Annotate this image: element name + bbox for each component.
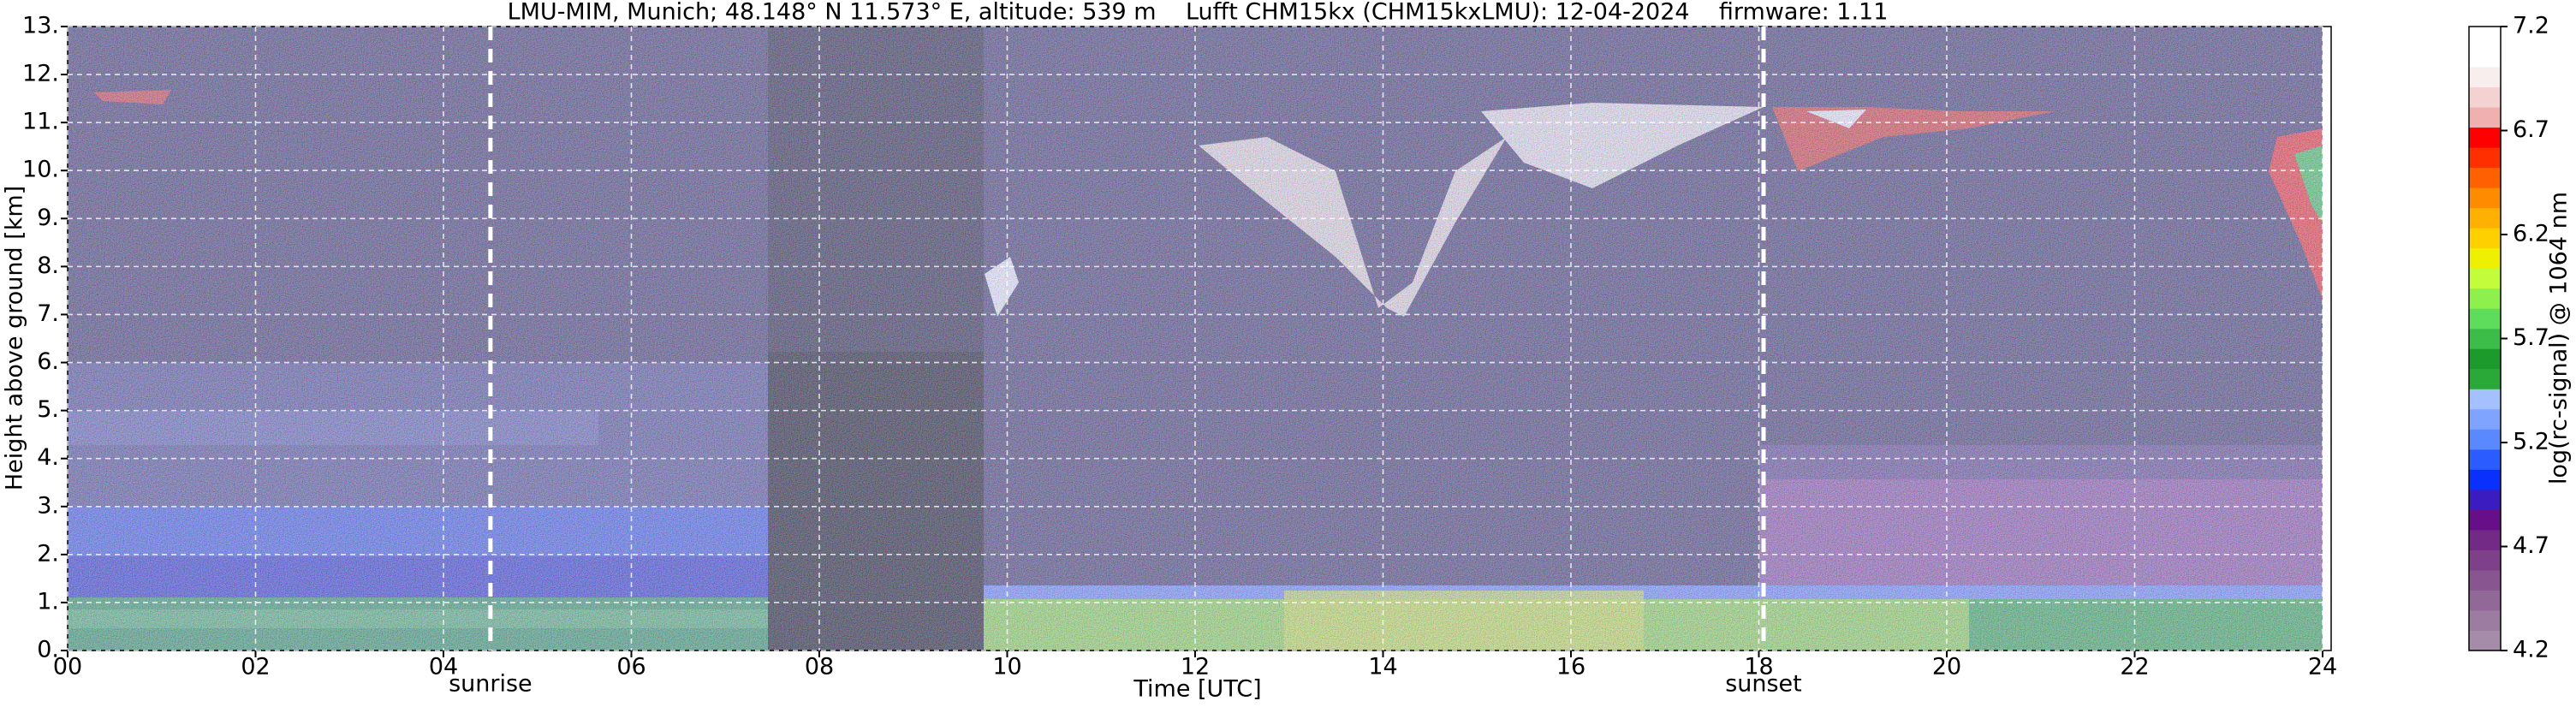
y-tick-label: 1. [37, 588, 59, 615]
colorbar-segment [2469, 529, 2501, 550]
y-tick-label: 0. [37, 637, 59, 663]
colorbar-segment [2469, 509, 2501, 531]
colorbar-segment [2469, 268, 2501, 289]
y-tick-label: 3. [37, 492, 59, 519]
colorbar-tick-label: 6.7 [2513, 116, 2549, 143]
colorbar-segment [2469, 609, 2501, 631]
colorbar-tick-label: 7.2 [2513, 13, 2549, 39]
colorbar-segment [2469, 187, 2501, 209]
colorbar-segment [2469, 630, 2501, 651]
colorbar-segment [2469, 389, 2501, 410]
colorbar-segment [2469, 348, 2501, 370]
colorbar-segment [2469, 449, 2501, 470]
x-tick-label: 02 [241, 654, 270, 680]
x-tick-label: 00 [53, 654, 82, 680]
x-tick-label: 04 [429, 654, 458, 680]
x-tick-label: 16 [1556, 654, 1585, 680]
x-tick-label: 22 [2120, 654, 2149, 680]
x-tick-label: 24 [2308, 654, 2337, 680]
y-tick-label: 2. [37, 540, 59, 567]
y-tick-label: 11. [22, 109, 59, 135]
colorbar-segment [2469, 288, 2501, 309]
colorbar-segment [2469, 228, 2501, 249]
colorbar-segment [2469, 368, 2501, 389]
colorbar-segment [2469, 247, 2501, 269]
x-tick-label: 10 [992, 654, 1021, 680]
colorbar-segment [2469, 27, 2501, 48]
colorbar-segment [2469, 489, 2501, 510]
colorbar-segment [2469, 569, 2501, 591]
y-axis-label: Height above ground [km] [2, 186, 28, 490]
heatmap [68, 27, 2323, 651]
y-tick-label: 10. [22, 157, 59, 183]
colorbar-segment [2469, 308, 2501, 330]
colorbar-tick-label: 5.2 [2513, 429, 2549, 455]
chart-title: LMU-MIM, Munich; 48.148° N 11.573° E, al… [508, 0, 1889, 26]
colorbar-segment [2469, 429, 2501, 450]
colorbar-segment [2469, 107, 2501, 128]
y-tick-label: 7. [37, 300, 59, 327]
y-tick-label: 6. [37, 348, 59, 375]
annotation-label: sunrise [449, 671, 532, 698]
colorbar-segment [2469, 408, 2501, 430]
colorbar-tick-label: 6.2 [2513, 221, 2549, 247]
y-tick-label: 13. [22, 13, 59, 39]
colorbar-tick-label: 4.7 [2513, 532, 2549, 559]
x-tick-label: 14 [1368, 654, 1397, 680]
colorbar-segment [2469, 67, 2501, 88]
colorbar-segment [2469, 207, 2501, 229]
colorbar-segment [2469, 127, 2501, 148]
y-tick-label: 9. [37, 205, 59, 231]
x-tick-label: 20 [1932, 654, 1961, 680]
y-tick-label: 12. [22, 61, 59, 87]
x-tick-label: 08 [805, 654, 834, 680]
colorbar-segment [2469, 550, 2501, 571]
y-tick-label: 8. [37, 253, 59, 279]
colorbar-segment [2469, 147, 2501, 169]
colorbar-segment [2469, 86, 2501, 108]
x-tick-label: 18 [1744, 654, 1773, 680]
colorbar-segment [2469, 46, 2501, 68]
colorbar-label: log(rc-signal) @ 1064 nm [2546, 192, 2573, 484]
x-tick-label: 12 [1181, 654, 1210, 680]
colorbar-tick-label: 5.7 [2513, 324, 2549, 351]
colorbar-segment [2469, 328, 2501, 349]
annotation-label: sunset [1725, 671, 1802, 698]
colorbar-segment [2469, 590, 2501, 611]
colorbar-segment [2469, 167, 2501, 188]
x-axis-label: Time [UTC] [1133, 676, 1261, 703]
y-tick-label: 4. [37, 444, 59, 471]
x-tick-label: 06 [616, 654, 645, 680]
colorbar-segment [2469, 469, 2501, 490]
colorbar-tick-label: 4.2 [2513, 637, 2549, 663]
y-tick-label: 5. [37, 396, 59, 423]
